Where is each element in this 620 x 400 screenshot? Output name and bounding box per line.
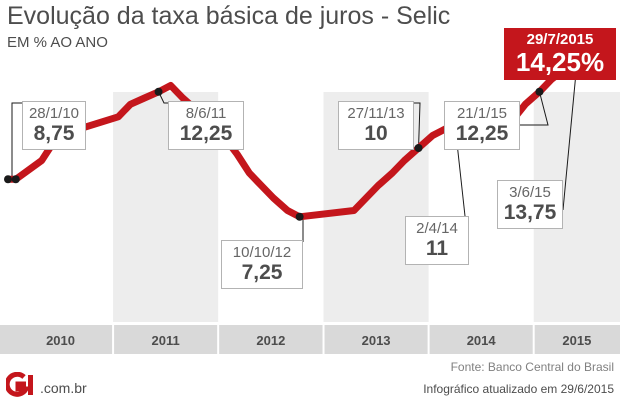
annotation-label: 27/11/13 10 — [338, 101, 414, 150]
annotation-connector — [520, 91, 549, 126]
logo-suffix: .com.br — [40, 380, 87, 396]
annotation-value: 10 — [364, 122, 388, 145]
annotation-date: 3/6/15 — [509, 184, 551, 201]
annotation-point — [154, 87, 163, 96]
x-tick-label-2011: 2011 — [152, 333, 180, 348]
chart-title: Evolução da taxa básica de juros - Selic — [7, 2, 451, 30]
annotation-label: 2/4/14 11 — [405, 216, 469, 265]
update-note: Infográfico atualizado em 29/6/2015 — [423, 382, 614, 396]
annotation-point — [414, 144, 423, 152]
current-rate-date: 29/7/2015 — [526, 31, 594, 48]
current-rate-highlight: 29/7/2015 14,25% — [504, 28, 616, 80]
annotation-point — [295, 212, 304, 221]
annotation-connector — [414, 102, 421, 149]
x-tick-label-2015: 2015 — [562, 333, 591, 348]
annotation-point — [11, 175, 20, 184]
annotation-value: 11 — [425, 237, 449, 260]
annotation-label: 10/10/12 7,25 — [221, 240, 303, 289]
annotation-date: 8/6/11 — [185, 105, 227, 122]
annotation-value: 12,25 — [179, 122, 233, 145]
chart-subtitle: EM % AO ANO — [7, 34, 108, 51]
annotation-point — [535, 87, 544, 96]
annotation-date: 28/1/10 — [28, 105, 80, 122]
g1-logo — [6, 372, 33, 397]
source-note: Fonte: Banco Central do Brasil — [450, 360, 614, 374]
annotation-label: 8/6/11 12,25 — [168, 101, 244, 150]
annotation-value: 13,75 — [503, 201, 557, 224]
annotation-value: 12,25 — [455, 122, 509, 145]
annotation-connector — [158, 91, 168, 104]
x-tick-label-2013: 2013 — [362, 333, 391, 348]
annotation-value: 8,75 — [33, 122, 75, 145]
annotation-label: 3/6/15 13,75 — [497, 180, 563, 229]
annotation-connector — [11, 102, 22, 180]
x-tick-label-2010: 2010 — [46, 333, 75, 348]
annotation-date: 21/1/15 — [456, 105, 508, 122]
annotation-connector — [562, 54, 579, 211]
annotation-label: 28/1/10 8,75 — [22, 101, 86, 150]
annotation-date: 10/10/12 — [232, 244, 292, 261]
x-tick-label-2012: 2012 — [256, 333, 285, 348]
x-tick-label-2014: 2014 — [467, 333, 497, 348]
annotation-value: 7,25 — [241, 261, 283, 284]
annotation-date: 2/4/14 — [416, 220, 458, 237]
annotation-label: 21/1/15 12,25 — [444, 101, 520, 150]
current-rate-value: 14,25% — [515, 47, 605, 77]
series-start-point — [4, 175, 12, 184]
annotation-date: 27/11/13 — [347, 105, 405, 122]
